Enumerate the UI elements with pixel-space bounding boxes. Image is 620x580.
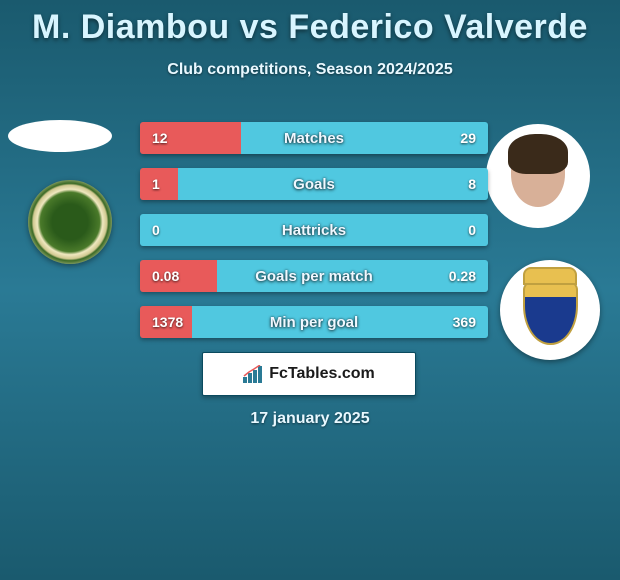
player-left-avatar (8, 120, 112, 152)
stats-bars: 12Matches29 1Goals8 0Hattricks0 0.08Goals p… (140, 122, 488, 352)
stat-row: 0Hattricks0 (140, 214, 488, 246)
comparison-subtitle: Club competitions, Season 2024/2025 (0, 61, 620, 79)
club-left-badge (28, 180, 112, 264)
source-logo-box: FcTables.com (202, 352, 416, 396)
stat-value-right: 29 (460, 130, 476, 146)
stat-row: 1Goals8 (140, 168, 488, 200)
stat-label: Hattricks (140, 222, 488, 239)
stat-row: 1378Min per goal369 (140, 306, 488, 338)
stat-value-right: 8 (468, 176, 476, 192)
fctables-chart-icon (243, 365, 265, 383)
stat-row: 0.08Goals per match0.28 (140, 260, 488, 292)
snapshot-date: 17 january 2025 (0, 410, 620, 428)
comparison-title: M. Diambou vs Federico Valverde (0, 0, 620, 47)
source-name: FcTables.com (269, 365, 375, 383)
stat-value-right: 369 (453, 314, 476, 330)
real-madrid-crest-icon (523, 275, 578, 345)
stat-label: Goals (140, 176, 488, 193)
stat-label: Min per goal (140, 314, 488, 331)
stat-label: Goals per match (140, 268, 488, 285)
stat-value-right: 0 (468, 222, 476, 238)
player-right-avatar (486, 124, 590, 228)
club-right-badge (500, 260, 600, 360)
stat-value-right: 0.28 (449, 268, 476, 284)
stat-label: Matches (140, 130, 488, 147)
stat-row: 12Matches29 (140, 122, 488, 154)
